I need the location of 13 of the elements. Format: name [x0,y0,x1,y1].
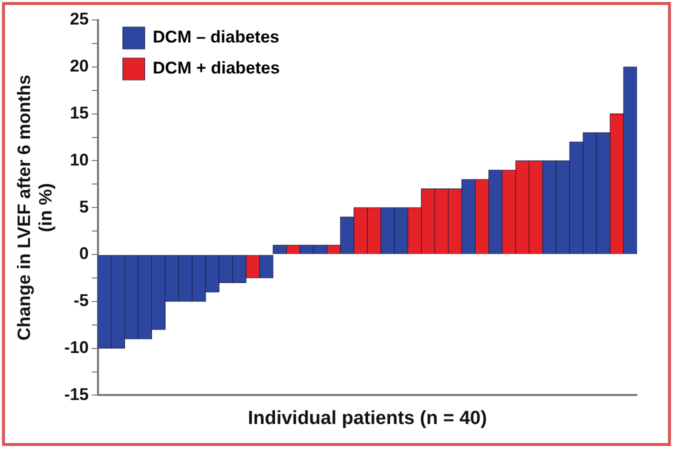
y-tick-label: -10 [64,338,89,357]
y-tick-label: 20 [70,56,89,76]
y-tick-label: 10 [70,150,89,170]
legend-label: DCM + diabetes [152,58,280,78]
y-tick-label: 5 [79,197,89,216]
y-tick-label: 0 [79,244,89,264]
x-axis-title: Individual patients (n = 40) [248,408,487,429]
y-tick-label: -5 [74,291,89,310]
y-tick-label: -15 [64,384,89,404]
legend-label: DCM – diabetes [152,28,280,47]
y-tick-label: 15 [70,103,89,122]
y-tick-label: 25 [70,10,89,29]
y-axis-title: Change in LVEF after 6 months (in %) [14,74,56,340]
